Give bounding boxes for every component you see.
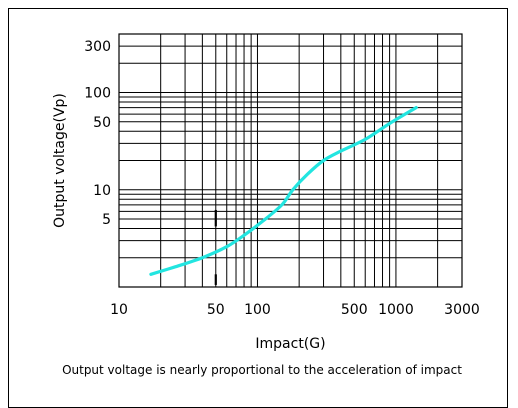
- x-tick-label: 100: [244, 302, 271, 318]
- series-layer: [149, 106, 418, 276]
- y-tick-label: 5: [102, 212, 111, 228]
- series-line: [149, 106, 418, 276]
- grid: [118, 33, 463, 288]
- x-tick-label: 50: [207, 302, 225, 318]
- x-tick-label: 10: [110, 302, 128, 318]
- x-axis-label: Impact(G): [255, 336, 325, 352]
- x-tick-label: 500: [341, 302, 368, 318]
- plot-border: [118, 33, 463, 288]
- y-tick-labels: 5 10 50 100 300: [84, 39, 111, 228]
- chart: 10 50 100 500 1000 3000 5 10 50 100 300 Impact(G)…: [52, 33, 480, 377]
- x-tick-label: 3000: [444, 302, 480, 318]
- y-tick-label: 50: [93, 115, 111, 131]
- chart-caption: Output voltage is nearly proportional to…: [62, 363, 462, 377]
- x-tick-label: 1000: [378, 302, 414, 318]
- y-tick-label: 100: [84, 86, 111, 102]
- y-tick-label: 10: [93, 183, 111, 199]
- x-tick-labels: 10 50 100 500 1000 3000: [110, 302, 480, 318]
- y-axis-label: Output voltage(Vp): [52, 93, 68, 228]
- y-tick-label: 300: [84, 39, 111, 55]
